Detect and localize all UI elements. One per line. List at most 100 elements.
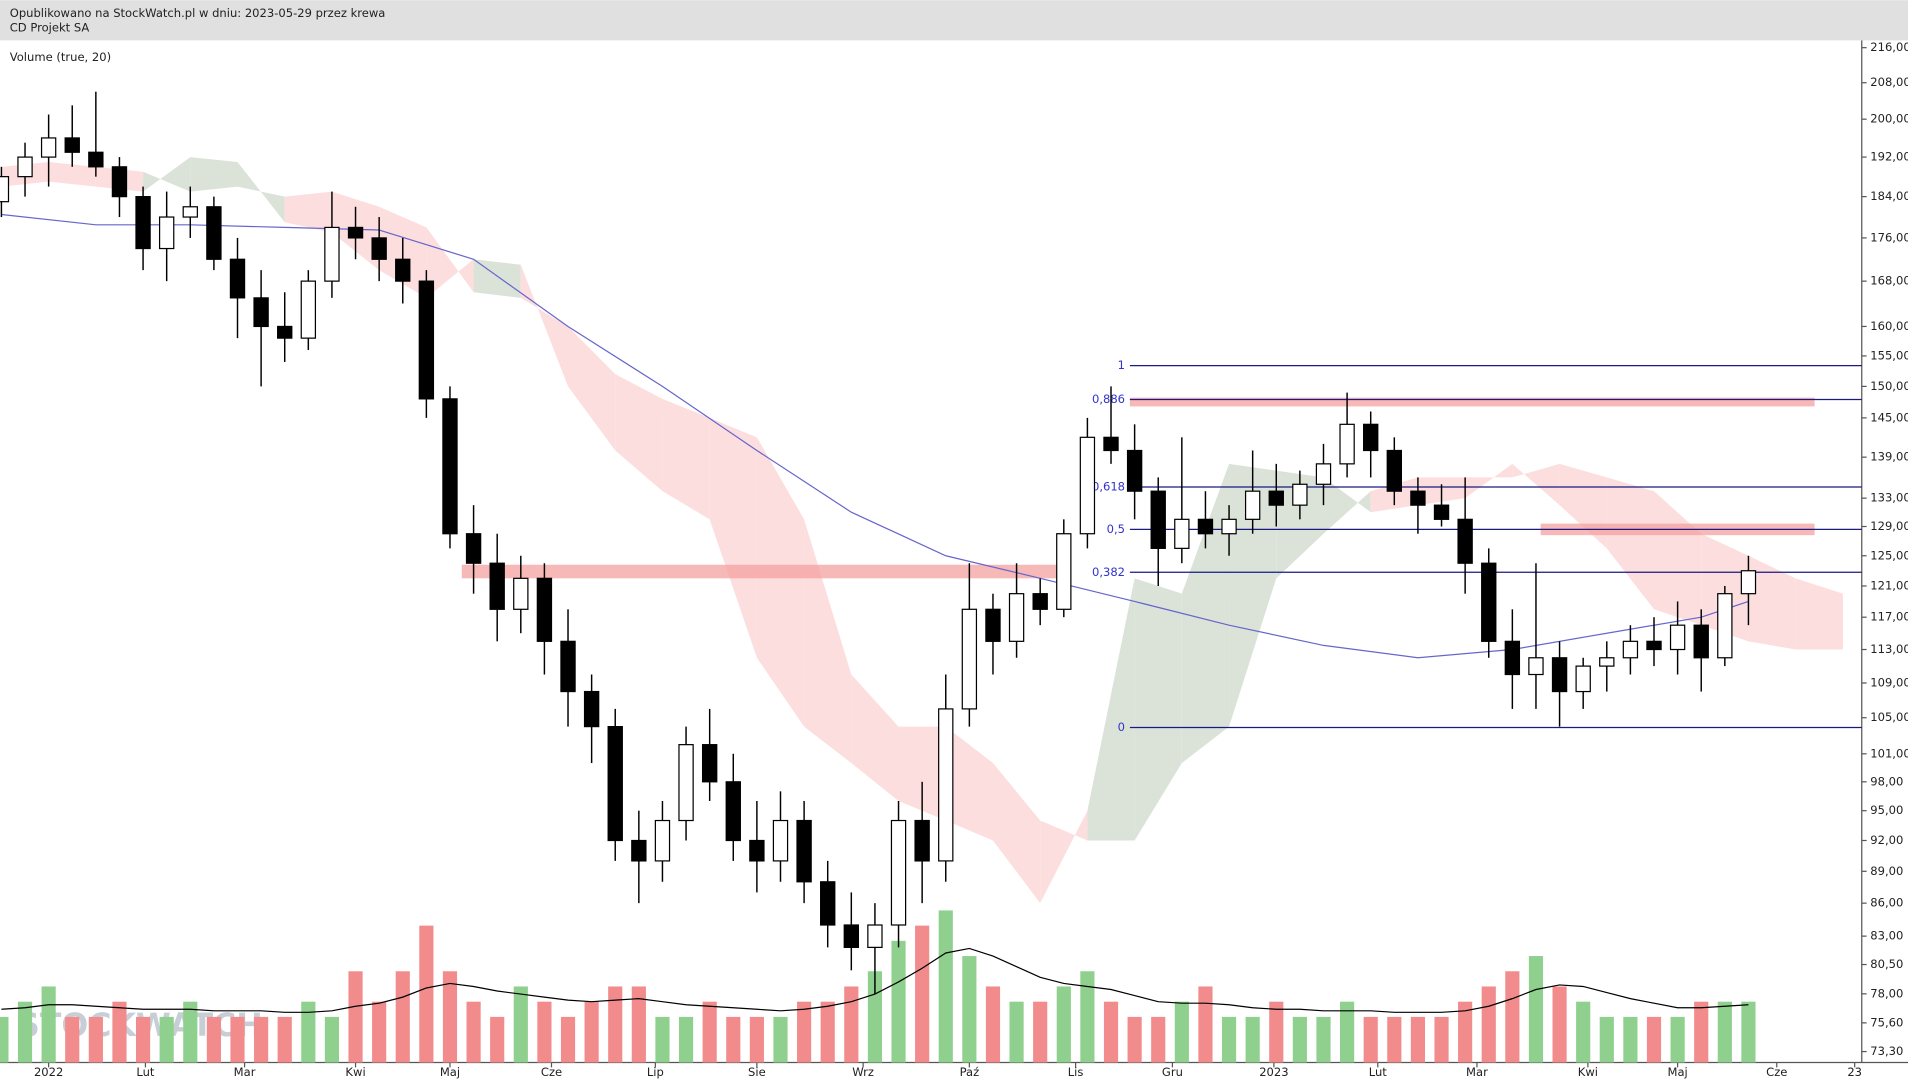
- y-tick-label: 73,30: [1870, 1044, 1903, 1058]
- candle-body: [17, 156, 33, 178]
- cloud-segment: [1606, 477, 1655, 610]
- volume-bar: [1151, 1016, 1166, 1063]
- x-tick-label: 23: [1847, 1065, 1862, 1079]
- y-tick-label: 160,00: [1870, 319, 1908, 333]
- volume-bar: [442, 971, 458, 1063]
- candle-body: [182, 206, 198, 218]
- candle-body: [111, 166, 128, 198]
- volume-bar: [1033, 1001, 1048, 1063]
- candle-body: [253, 297, 269, 328]
- y-tick-label: 101,00: [1870, 746, 1908, 760]
- candle-body: [607, 726, 623, 842]
- volume-bar: [254, 1016, 269, 1063]
- candle-body: [1410, 490, 1426, 506]
- published-note: Opublikowano na StockWatch.pl w dniu: 20…: [10, 6, 386, 20]
- y-tick-label: 139,00: [1870, 450, 1908, 464]
- candle-body: [654, 819, 671, 862]
- x-tick-label: Cze: [541, 1065, 562, 1079]
- cloud-segment: [992, 763, 1041, 904]
- candle-body: [1646, 640, 1662, 651]
- fib-label: 0,886: [1092, 392, 1125, 406]
- y-tick-label: 117,00: [1870, 610, 1908, 624]
- volume-bar: [1056, 986, 1071, 1063]
- candle-body: [1669, 624, 1686, 651]
- y-tick-label: 150,00: [1870, 379, 1908, 393]
- volume-bar: [1717, 1001, 1732, 1063]
- volume-ma-line: [1, 947, 1749, 1013]
- x-tick-label: 2023: [1259, 1065, 1288, 1079]
- resistance-zone: [461, 564, 1071, 579]
- x-tick-label: Lip: [647, 1065, 664, 1079]
- y-tick-label: 184,00: [1870, 189, 1908, 203]
- volume-bar: [1080, 971, 1095, 1063]
- candle-body: [513, 577, 529, 610]
- candle-body: [914, 819, 930, 862]
- x-tick-label: Lis: [1068, 1065, 1084, 1079]
- cloud-segment: [1087, 578, 1135, 841]
- cloud-segment: [615, 374, 663, 492]
- volume-bar: [372, 1001, 387, 1063]
- volume-bar: [1009, 1001, 1024, 1063]
- y-tick-label: 92,00: [1870, 833, 1903, 847]
- volume-bar: [678, 1016, 694, 1063]
- volume-bar: [324, 1016, 340, 1063]
- y-tick-label: 216,00: [1870, 40, 1908, 54]
- volume-bar: [1127, 1016, 1142, 1063]
- x-tick-label: Mar: [1466, 1065, 1488, 1079]
- candle-body: [1126, 449, 1143, 492]
- candle-body: [1551, 657, 1568, 693]
- candle-body: [324, 226, 340, 282]
- cloud-segment: [898, 726, 946, 821]
- cloud-segment: [1465, 463, 1513, 499]
- volume-bar: [206, 1016, 221, 1063]
- candle-body: [1622, 640, 1639, 659]
- volume-bar: [419, 925, 434, 1063]
- candle-body: [1504, 640, 1521, 676]
- fib-label: 0,5: [1107, 522, 1125, 536]
- volume-bar: [1363, 1016, 1378, 1063]
- volume-bar: [1221, 1016, 1237, 1063]
- volume-bar: [1694, 1001, 1709, 1063]
- cloud-segment: [1748, 555, 1796, 650]
- volume-bar: [1528, 956, 1544, 1063]
- volume-bar: [1316, 1016, 1331, 1063]
- cloud-segment: [143, 157, 191, 192]
- y-tick-label: 155,00: [1870, 348, 1908, 362]
- volume-bar: [17, 1001, 33, 1063]
- candle-body: [1268, 490, 1284, 506]
- volume-bar: [655, 1016, 670, 1063]
- candle-body: [820, 881, 836, 926]
- candle-body: [961, 608, 978, 710]
- cloud-segment: [473, 259, 521, 298]
- volume-bar: [135, 1016, 151, 1063]
- candle-body: [300, 280, 317, 339]
- fib-label: 0: [1118, 720, 1125, 734]
- candle-body: [1740, 570, 1757, 595]
- y-tick-label: 176,00: [1870, 230, 1908, 244]
- candle-body: [1339, 423, 1355, 465]
- candle-body: [1363, 423, 1379, 452]
- volume-bar: [985, 986, 1001, 1063]
- cloud-segment: [284, 191, 332, 233]
- candle-body: [796, 819, 812, 883]
- candle-body: [1197, 518, 1214, 535]
- y-tick-label: 208,00: [1870, 75, 1908, 89]
- volume-bar: [1481, 986, 1496, 1063]
- cloud-segment: [1512, 463, 1560, 506]
- candle-body: [1386, 449, 1403, 492]
- volume-bar: [1741, 1001, 1756, 1063]
- candle-body: [1292, 483, 1308, 506]
- volume-bar: [490, 1016, 505, 1063]
- volume-bar: [230, 1016, 245, 1063]
- candle-body: [678, 744, 694, 822]
- x-tick-label: Lut: [136, 1065, 155, 1079]
- volume-bar: [88, 1016, 103, 1063]
- volume-bar: [608, 986, 623, 1063]
- candle-body: [1174, 518, 1190, 549]
- volume-bar: [749, 1016, 764, 1063]
- volume-bar: [159, 1016, 174, 1063]
- volume-bar: [1646, 1016, 1662, 1063]
- candle-body: [1150, 490, 1166, 549]
- volume-bar: [1198, 986, 1213, 1063]
